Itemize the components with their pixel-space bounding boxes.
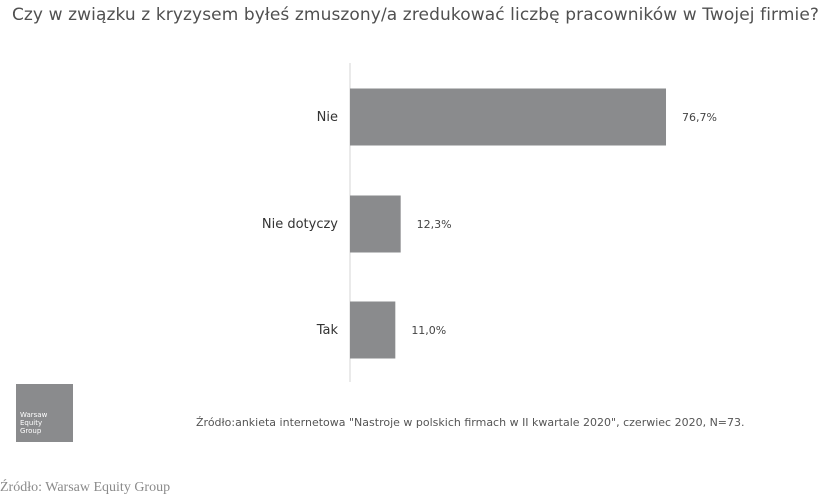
chart-title: Czy w związku z kryzysem byłeś zmuszony/… xyxy=(11,5,819,25)
warsaw-equity-group-logo: Warsaw Equity Group xyxy=(16,384,73,442)
data-label: 12,3% xyxy=(417,218,452,231)
bar xyxy=(350,195,401,253)
data-label: 11,0% xyxy=(411,324,446,337)
bar-chart: Nie 76,7% Nie dotyczy 12,3% Tak 11,0% xyxy=(262,63,717,382)
category-label: Tak xyxy=(316,323,339,338)
logo-line: Group xyxy=(20,427,42,435)
survey-source-note: Źródło:ankieta internetowa "Nastroje w p… xyxy=(196,416,745,429)
category-label: Nie dotyczy xyxy=(262,217,338,232)
bar xyxy=(350,88,667,146)
category-label: Nie xyxy=(317,110,338,125)
bar xyxy=(350,301,396,359)
logo-line: Equity xyxy=(20,419,43,427)
logo-line: Warsaw xyxy=(20,411,48,419)
data-label: 76,7% xyxy=(682,111,717,124)
image-caption: Źródło: Warsaw Equity Group xyxy=(0,480,171,495)
